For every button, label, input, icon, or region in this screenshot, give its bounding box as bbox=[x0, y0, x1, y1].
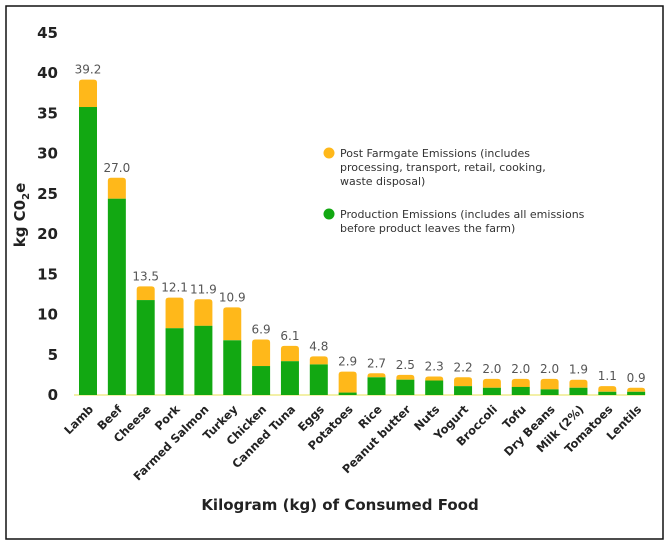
bar-total-label: 11.9 bbox=[190, 282, 217, 296]
bar-production bbox=[107, 198, 126, 395]
bar-production bbox=[396, 379, 415, 395]
bar-total-label: 2.0 bbox=[511, 362, 530, 376]
bar-production bbox=[482, 387, 501, 395]
bar-total-label: 39.2 bbox=[75, 63, 102, 77]
bar-total-label: 2.3 bbox=[425, 359, 444, 373]
bar-total-label: 1.1 bbox=[598, 369, 617, 383]
y-tick-label: 35 bbox=[37, 104, 58, 122]
y-tick-label: 30 bbox=[37, 145, 58, 163]
bar-total-label: 0.9 bbox=[627, 371, 646, 385]
chart-border bbox=[5, 5, 664, 540]
y-tick-label: 45 bbox=[37, 24, 58, 42]
bar-production bbox=[338, 392, 357, 395]
bar-post-farmgate bbox=[540, 378, 559, 390]
y-tick-label: 5 bbox=[48, 346, 58, 364]
bar-post-farmgate bbox=[223, 307, 242, 341]
bar-production bbox=[454, 386, 473, 395]
bar-production bbox=[280, 361, 299, 395]
bar-production bbox=[136, 300, 155, 395]
y-tick-label: 0 bbox=[48, 386, 58, 404]
bar-production bbox=[309, 364, 328, 395]
y-tick-label: 10 bbox=[37, 306, 58, 324]
legend-text: before product leaves the farm) bbox=[340, 222, 515, 235]
bar-total-label: 27.0 bbox=[103, 161, 130, 175]
bar-total-label: 12.1 bbox=[161, 281, 188, 295]
y-tick-label: 15 bbox=[37, 265, 58, 283]
bar-post-farmgate bbox=[79, 79, 97, 108]
legend-item: Post Farmgate Emissions (includesprocess… bbox=[323, 147, 546, 188]
legend-marker bbox=[323, 147, 335, 159]
bar-post-farmgate bbox=[309, 356, 328, 365]
bar-production bbox=[165, 328, 184, 395]
bar-production bbox=[367, 377, 386, 395]
bar-total-label: 2.5 bbox=[396, 358, 415, 372]
bar-production bbox=[79, 107, 97, 396]
bar-production bbox=[194, 325, 213, 395]
bar-post-farmgate bbox=[165, 297, 184, 329]
bar-post-farmgate bbox=[136, 286, 155, 301]
bar-total-label: 2.0 bbox=[482, 362, 501, 376]
bar-post-farmgate bbox=[396, 374, 415, 380]
legend-text: processing, transport, retail, cooking, bbox=[340, 161, 546, 174]
bar-total-label: 1.9 bbox=[569, 363, 588, 377]
bar-post-farmgate bbox=[598, 386, 617, 392]
bar-post-farmgate bbox=[627, 387, 646, 392]
bar-post-farmgate bbox=[194, 299, 213, 326]
bar-total-label: 6.9 bbox=[252, 322, 271, 336]
legend-item: Production Emissions (includes all emiss… bbox=[323, 208, 585, 235]
bar-post-farmgate bbox=[569, 379, 588, 388]
bar-post-farmgate bbox=[425, 376, 444, 381]
bar-total-label: 2.7 bbox=[367, 356, 386, 370]
bar-production bbox=[223, 340, 242, 395]
y-tick-label: 25 bbox=[37, 185, 58, 203]
bar-total-label: 4.8 bbox=[309, 339, 328, 353]
legend-text: Post Farmgate Emissions (includes bbox=[340, 147, 530, 160]
bar-production bbox=[252, 366, 271, 395]
bar-production bbox=[627, 391, 646, 395]
bar-post-farmgate bbox=[454, 377, 473, 387]
bar-post-farmgate bbox=[280, 345, 299, 362]
bar-production bbox=[511, 386, 530, 395]
bar-total-label: 2.9 bbox=[338, 355, 357, 369]
bar-post-farmgate bbox=[252, 339, 271, 367]
bar-production bbox=[425, 380, 444, 395]
bar-total-label: 13.5 bbox=[132, 269, 159, 283]
y-tick-label: 20 bbox=[37, 225, 58, 243]
bar-post-farmgate bbox=[107, 177, 126, 199]
bar-post-farmgate bbox=[338, 371, 357, 393]
bar-production bbox=[569, 387, 588, 395]
y-axis-title: kg C02e bbox=[11, 183, 32, 248]
x-axis-title: Kilogram (kg) of Consumed Food bbox=[201, 496, 478, 514]
bar-total-label: 2.0 bbox=[540, 362, 559, 376]
bar-total-label: 10.9 bbox=[219, 290, 246, 304]
bar-post-farmgate bbox=[482, 378, 501, 388]
bar-total-label: 2.2 bbox=[454, 360, 473, 374]
bar-post-farmgate bbox=[511, 378, 530, 387]
legend-marker bbox=[323, 208, 335, 220]
bar-post-farmgate bbox=[367, 373, 386, 378]
bar-total-label: 6.1 bbox=[280, 329, 299, 343]
bar-production bbox=[598, 391, 617, 395]
legend-text: waste disposal) bbox=[340, 175, 425, 188]
y-tick-label: 40 bbox=[37, 64, 58, 82]
legend-text: Production Emissions (includes all emiss… bbox=[340, 208, 585, 221]
bar-production bbox=[540, 389, 559, 395]
